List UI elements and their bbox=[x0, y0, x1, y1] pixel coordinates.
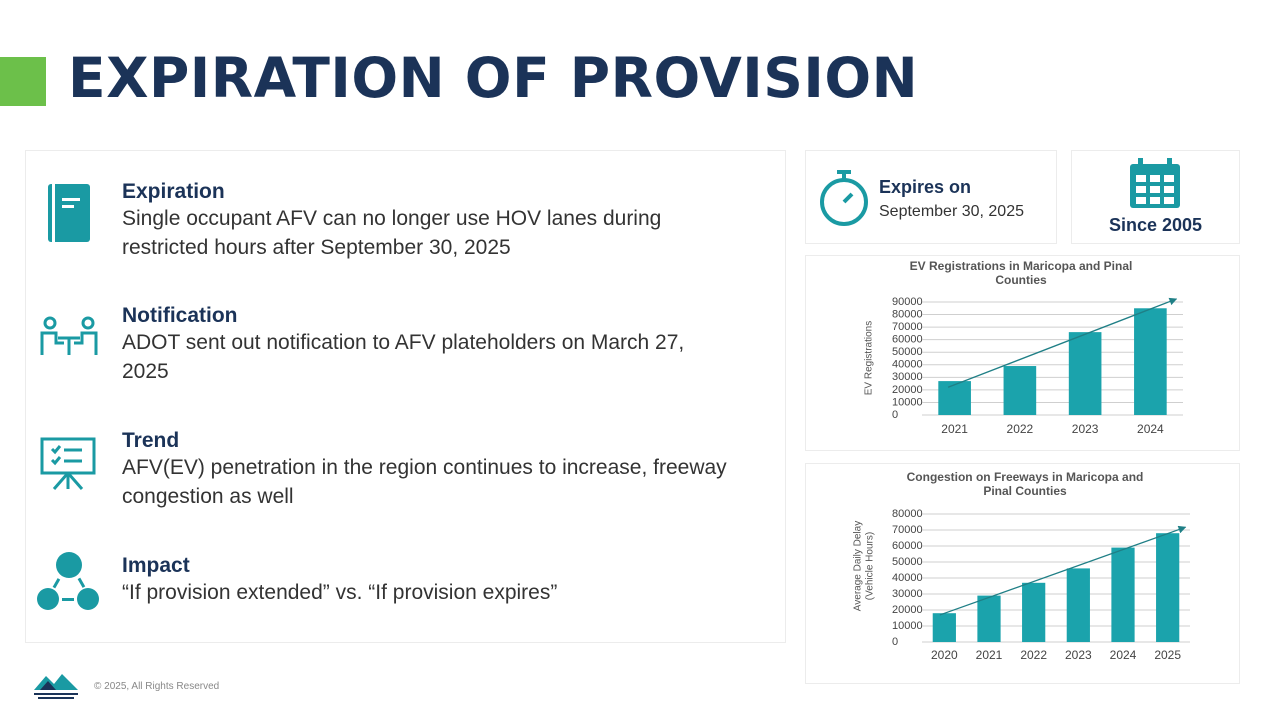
y-tick-label: 40000 bbox=[892, 359, 923, 371]
expires-date: September 30, 2025 bbox=[879, 203, 1024, 220]
since-label: Since 2005 bbox=[1108, 215, 1203, 235]
item-text: Single occupant AFV can no longer use HO… bbox=[122, 207, 662, 259]
y-tick-label: 10000 bbox=[892, 396, 923, 408]
left-panel bbox=[25, 150, 786, 643]
network-icon bbox=[37, 552, 99, 610]
y-tick-label: 10000 bbox=[892, 620, 923, 632]
y-tick-label: 70000 bbox=[892, 524, 923, 536]
x-tick-label: 2025 bbox=[1154, 648, 1181, 662]
icons bbox=[37, 184, 99, 610]
y-axis-label: EV Registrations bbox=[864, 321, 875, 395]
trend-line bbox=[939, 525, 1187, 616]
y-axis-label: Average Daily Delay bbox=[853, 521, 864, 611]
x-tick-label: 2023 bbox=[1065, 648, 1092, 662]
trend-line bbox=[947, 297, 1178, 388]
chart-card bbox=[805, 255, 1240, 451]
book-icon bbox=[48, 184, 90, 242]
x-tick-label: 2021 bbox=[941, 422, 968, 436]
accent-bar bbox=[0, 57, 46, 106]
calendar-icon bbox=[1130, 158, 1180, 208]
y-tick-label: 80000 bbox=[892, 508, 923, 520]
bar bbox=[1003, 366, 1037, 415]
slide-title: EXPIRATION OF PROVISION bbox=[68, 46, 919, 110]
chart-title: Counties bbox=[995, 273, 1047, 287]
item-text: ADOT sent out notification to AFV plateh… bbox=[122, 331, 685, 383]
y-tick-label: 60000 bbox=[892, 540, 923, 552]
bar bbox=[1068, 332, 1102, 415]
x-tick-label: 2020 bbox=[931, 648, 958, 662]
y-tick-label: 60000 bbox=[892, 334, 923, 346]
y-tick-label: 90000 bbox=[892, 296, 923, 308]
chart-title: Pinal Counties bbox=[983, 484, 1067, 498]
bar bbox=[1066, 568, 1090, 642]
y-tick-label: 0 bbox=[892, 636, 898, 648]
item-heading: Notification bbox=[122, 304, 238, 327]
expires-label: Expires on bbox=[879, 177, 972, 197]
y-tick-label: 50000 bbox=[892, 556, 923, 568]
y-tick-label: 50000 bbox=[892, 346, 923, 358]
bar bbox=[1111, 547, 1135, 642]
x-tick-label: 2022 bbox=[1020, 648, 1047, 662]
item-heading: Expiration bbox=[122, 180, 225, 203]
bar bbox=[1022, 582, 1046, 642]
logo bbox=[34, 674, 78, 699]
bar bbox=[1156, 533, 1180, 642]
x-tick-label: 2022 bbox=[1007, 422, 1034, 436]
y-tick-label: 80000 bbox=[892, 308, 923, 320]
x-tick-label: 2024 bbox=[1110, 648, 1137, 662]
item-text: AFV(EV) penetration in the region contin… bbox=[122, 456, 727, 508]
board-icon bbox=[40, 437, 96, 490]
x-tick-label: 2021 bbox=[976, 648, 1003, 662]
meeting-icon bbox=[40, 316, 98, 355]
x-tick-label: 2024 bbox=[1137, 422, 1164, 436]
item-heading: Trend bbox=[122, 429, 180, 452]
stopwatch-icon bbox=[820, 170, 868, 226]
y-tick-label: 70000 bbox=[892, 321, 923, 333]
y-axis-label: (Vehicle Hours) bbox=[865, 532, 876, 600]
bar bbox=[938, 381, 971, 415]
y-tick-label: 20000 bbox=[892, 384, 923, 396]
bar bbox=[1134, 308, 1167, 415]
y-tick-label: 0 bbox=[892, 409, 898, 421]
y-tick-label: 30000 bbox=[892, 588, 923, 600]
item-text: “If provision extended” vs. “If provisio… bbox=[122, 581, 558, 604]
bar bbox=[932, 613, 956, 642]
y-tick-label: 30000 bbox=[892, 371, 923, 383]
item-heading: Impact bbox=[122, 554, 190, 577]
bar bbox=[977, 595, 1001, 642]
chart-title: Congestion on Freeways in Maricopa and bbox=[907, 470, 1144, 484]
footer-text: © 2025, All Rights Reserved bbox=[94, 681, 220, 692]
y-tick-label: 20000 bbox=[892, 604, 923, 616]
x-tick-label: 2023 bbox=[1072, 422, 1099, 436]
chart-title: EV Registrations in Maricopa and Pinal bbox=[910, 259, 1133, 273]
y-tick-label: 40000 bbox=[892, 572, 923, 584]
